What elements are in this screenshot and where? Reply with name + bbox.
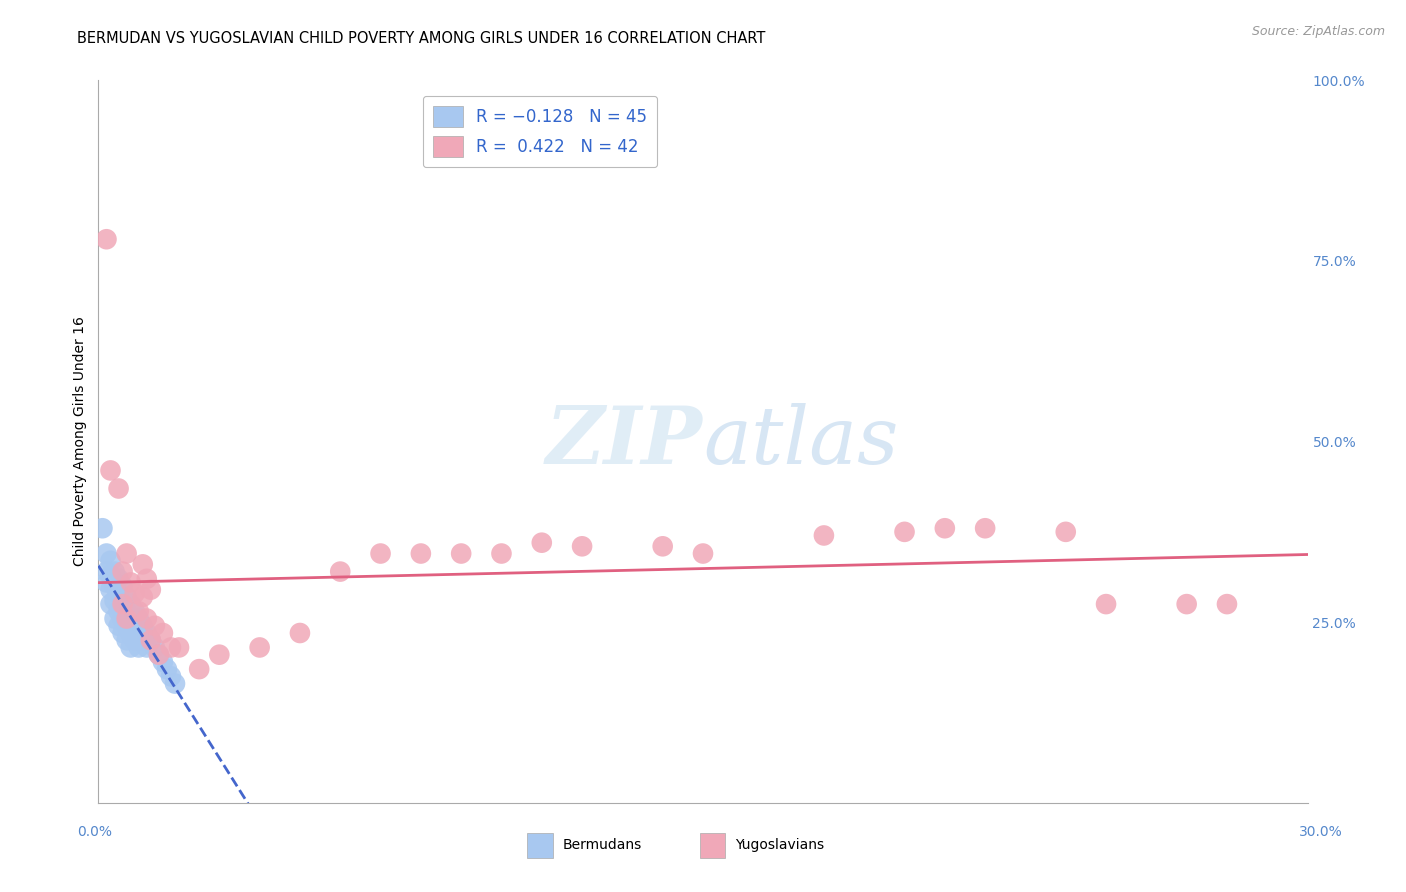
Text: atlas: atlas: [703, 403, 898, 480]
Point: [450, 547, 472, 561]
Point: [111, 626, 134, 640]
Point: [103, 565, 125, 579]
Point: [148, 648, 170, 662]
Point: [160, 640, 183, 655]
Point: [135, 572, 157, 586]
Text: 0.0%: 0.0%: [77, 825, 112, 839]
Point: [974, 521, 997, 535]
Point: [107, 572, 129, 586]
Point: [651, 539, 673, 553]
Point: [124, 586, 146, 600]
Point: [288, 626, 311, 640]
Point: [139, 633, 162, 648]
Point: [132, 558, 155, 572]
Point: [135, 611, 157, 625]
Point: [120, 611, 142, 625]
Point: [139, 633, 162, 648]
Point: [103, 611, 125, 625]
Point: [111, 611, 134, 625]
Point: [107, 604, 129, 618]
Point: [893, 524, 915, 539]
Point: [115, 590, 138, 604]
Point: [115, 604, 138, 618]
Point: [128, 611, 150, 625]
Point: [124, 604, 146, 618]
Point: [96, 232, 118, 246]
Point: [103, 593, 125, 607]
Point: [571, 539, 593, 553]
Point: [128, 626, 150, 640]
Point: [111, 579, 134, 593]
Text: 30.0%: 30.0%: [1299, 825, 1343, 839]
Text: Bermudans: Bermudans: [562, 838, 641, 853]
Point: [96, 575, 118, 590]
Point: [96, 547, 118, 561]
Legend: R = −0.128   N = 45, R =  0.422   N = 42: R = −0.128 N = 45, R = 0.422 N = 42: [423, 95, 657, 167]
Point: [152, 655, 174, 669]
Text: Yugoslavians: Yugoslavians: [735, 838, 824, 853]
Point: [143, 619, 166, 633]
Point: [100, 597, 122, 611]
Point: [100, 568, 122, 582]
Point: [135, 626, 157, 640]
Point: [491, 547, 513, 561]
Point: [152, 626, 174, 640]
Text: Source: ZipAtlas.com: Source: ZipAtlas.com: [1251, 25, 1385, 38]
Point: [139, 582, 162, 597]
Point: [111, 565, 134, 579]
Point: [370, 547, 392, 561]
Point: [163, 676, 186, 690]
Point: [115, 611, 138, 625]
Point: [115, 547, 138, 561]
Point: [692, 547, 714, 561]
Point: [107, 482, 129, 496]
Point: [934, 521, 956, 535]
Point: [103, 579, 125, 593]
Point: [208, 648, 231, 662]
Point: [143, 640, 166, 655]
Point: [120, 626, 142, 640]
Point: [132, 590, 155, 604]
Point: [100, 463, 122, 477]
Point: [96, 565, 118, 579]
Point: [160, 669, 183, 683]
Point: [1095, 597, 1118, 611]
Point: [111, 597, 134, 611]
Point: [128, 640, 150, 655]
Point: [132, 619, 155, 633]
Point: [135, 640, 157, 655]
Point: [120, 640, 142, 655]
Point: [1175, 597, 1198, 611]
Point: [1054, 524, 1077, 539]
Point: [100, 554, 122, 568]
Point: [132, 633, 155, 648]
Point: [111, 597, 134, 611]
Point: [100, 582, 122, 597]
Point: [107, 619, 129, 633]
Point: [124, 619, 146, 633]
Point: [148, 648, 170, 662]
Point: [115, 619, 138, 633]
Y-axis label: Child Poverty Among Girls Under 16: Child Poverty Among Girls Under 16: [73, 317, 87, 566]
Point: [167, 640, 190, 655]
Text: ZIP: ZIP: [546, 403, 703, 480]
Point: [1216, 597, 1239, 611]
Point: [409, 547, 432, 561]
Point: [128, 604, 150, 618]
Point: [120, 575, 142, 590]
Point: [329, 565, 352, 579]
Point: [813, 528, 835, 542]
Text: BERMUDAN VS YUGOSLAVIAN CHILD POVERTY AMONG GIRLS UNDER 16 CORRELATION CHART: BERMUDAN VS YUGOSLAVIAN CHILD POVERTY AM…: [77, 31, 766, 46]
Point: [115, 633, 138, 648]
Point: [91, 521, 114, 535]
Point: [120, 597, 142, 611]
Point: [188, 662, 211, 676]
Point: [530, 535, 553, 549]
Point: [156, 662, 179, 676]
Point: [249, 640, 271, 655]
Point: [124, 633, 146, 648]
Point: [107, 586, 129, 600]
